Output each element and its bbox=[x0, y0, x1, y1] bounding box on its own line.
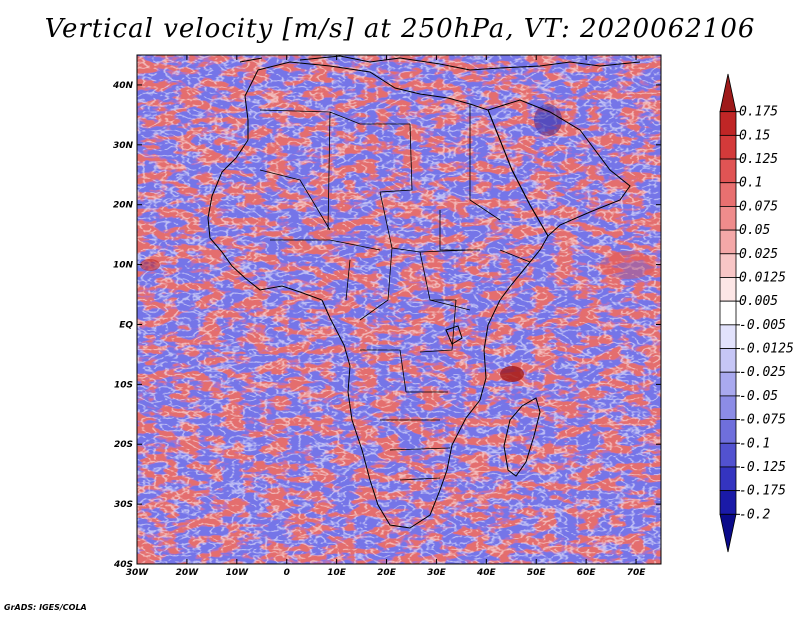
latitude-axis: 40N 30N 20N 10N EQ 10S 20S 30S 40S bbox=[112, 81, 661, 570]
lat-tick-label: 30N bbox=[113, 141, 134, 151]
colorbar-label: -0.05 bbox=[739, 389, 778, 404]
colorbar-box bbox=[719, 253, 737, 278]
lat-tick-label: 20N bbox=[113, 201, 134, 211]
colorbar-box bbox=[719, 111, 737, 136]
madagascar bbox=[503, 397, 541, 477]
colorbar-bottom-arrow bbox=[719, 513, 737, 553]
velocity-field bbox=[137, 55, 661, 564]
lat-tick-label: EQ bbox=[119, 320, 133, 330]
colorbar-box bbox=[719, 158, 737, 184]
colorbar-box bbox=[719, 395, 737, 420]
colorbar-label: 0.15 bbox=[739, 128, 770, 143]
colorbar-label: -0.0125 bbox=[739, 342, 794, 357]
longitude-axis: 30W 20W 10W 0 10E 20E 30E 40E 50E 60E 70E bbox=[126, 55, 646, 578]
colorbar-label: 0.1 bbox=[739, 176, 762, 191]
colorbar-box bbox=[719, 134, 737, 160]
updraft-spot bbox=[534, 104, 562, 136]
updraft-spot bbox=[140, 259, 160, 271]
colorbar-label: -0.025 bbox=[739, 365, 786, 380]
lon-tick-label: 30W bbox=[126, 568, 150, 578]
colorbar-box bbox=[719, 490, 737, 515]
colorbar-label: 0.005 bbox=[739, 294, 778, 309]
updraft-spot bbox=[500, 366, 524, 382]
colorbar-label: 0.125 bbox=[739, 152, 778, 167]
colorbar-label: -0.175 bbox=[739, 484, 786, 499]
country-borders bbox=[259, 104, 531, 481]
lat-tick-label: 30S bbox=[114, 500, 133, 510]
lon-tick-label: 70E bbox=[627, 568, 647, 578]
colorbar-box bbox=[719, 206, 737, 231]
colorbar-label: 0.0125 bbox=[739, 270, 786, 285]
lat-tick-label: 10N bbox=[113, 261, 134, 271]
lat-tick-label: 40S bbox=[113, 560, 133, 570]
map-title: Vertical velocity [m/s] at 250hPa, VT: 2… bbox=[44, 14, 756, 44]
footer-credit: GrADS: IGES/COLA bbox=[4, 603, 87, 612]
colorbar-box bbox=[719, 348, 737, 373]
colorbar-label: -0.075 bbox=[739, 413, 786, 428]
lon-tick-label: 50E bbox=[527, 568, 547, 578]
lon-tick-label: 30E bbox=[427, 568, 447, 578]
lat-tick-label: 40N bbox=[112, 81, 134, 91]
mediterranean-north bbox=[239, 55, 641, 71]
colorbar-label: -0.2 bbox=[739, 507, 770, 522]
lon-tick-label: 10W bbox=[226, 568, 250, 578]
lon-tick-label: 10E bbox=[327, 568, 347, 578]
colorbar-label: 0.175 bbox=[739, 105, 778, 120]
lake-victoria bbox=[445, 325, 463, 345]
colorbar-label: 0.025 bbox=[739, 247, 778, 262]
lat-tick-label: 10S bbox=[114, 380, 133, 390]
colorbar-box bbox=[719, 324, 737, 349]
lon-tick-label: 0 bbox=[284, 568, 290, 578]
colorbar-label: -0.005 bbox=[739, 318, 786, 333]
lat-tick-label: 20S bbox=[114, 440, 133, 450]
colorbar-top-arrow bbox=[719, 73, 737, 113]
colorbar-label: 0.075 bbox=[739, 199, 778, 214]
colorbar-box bbox=[719, 466, 737, 492]
colorbar-box bbox=[719, 371, 737, 397]
colorbar: 0.175 0.15 0.125 0.1 0.075 0.05 0.025 0.0125 0.0… bbox=[719, 73, 794, 553]
lon-tick-label: 20E bbox=[377, 568, 397, 578]
colorbar-box bbox=[719, 419, 737, 444]
colorbar-label: -0.1 bbox=[739, 436, 770, 451]
colorbar-box bbox=[719, 277, 737, 302]
arabia bbox=[487, 99, 631, 237]
updraft-spot bbox=[600, 251, 656, 279]
colorbar-box bbox=[719, 182, 737, 207]
colorbar-box bbox=[719, 229, 737, 255]
colorbar-box bbox=[719, 300, 737, 326]
lon-tick-label: 60E bbox=[577, 568, 597, 578]
colorbar-label: -0.125 bbox=[739, 460, 786, 475]
map-frame bbox=[136, 54, 662, 565]
colorbar-box bbox=[719, 442, 737, 468]
coastlines bbox=[207, 55, 641, 529]
lon-tick-label: 40E bbox=[476, 568, 497, 578]
lon-tick-label: 20W bbox=[176, 568, 200, 578]
colorbar-label: 0.05 bbox=[739, 223, 770, 238]
